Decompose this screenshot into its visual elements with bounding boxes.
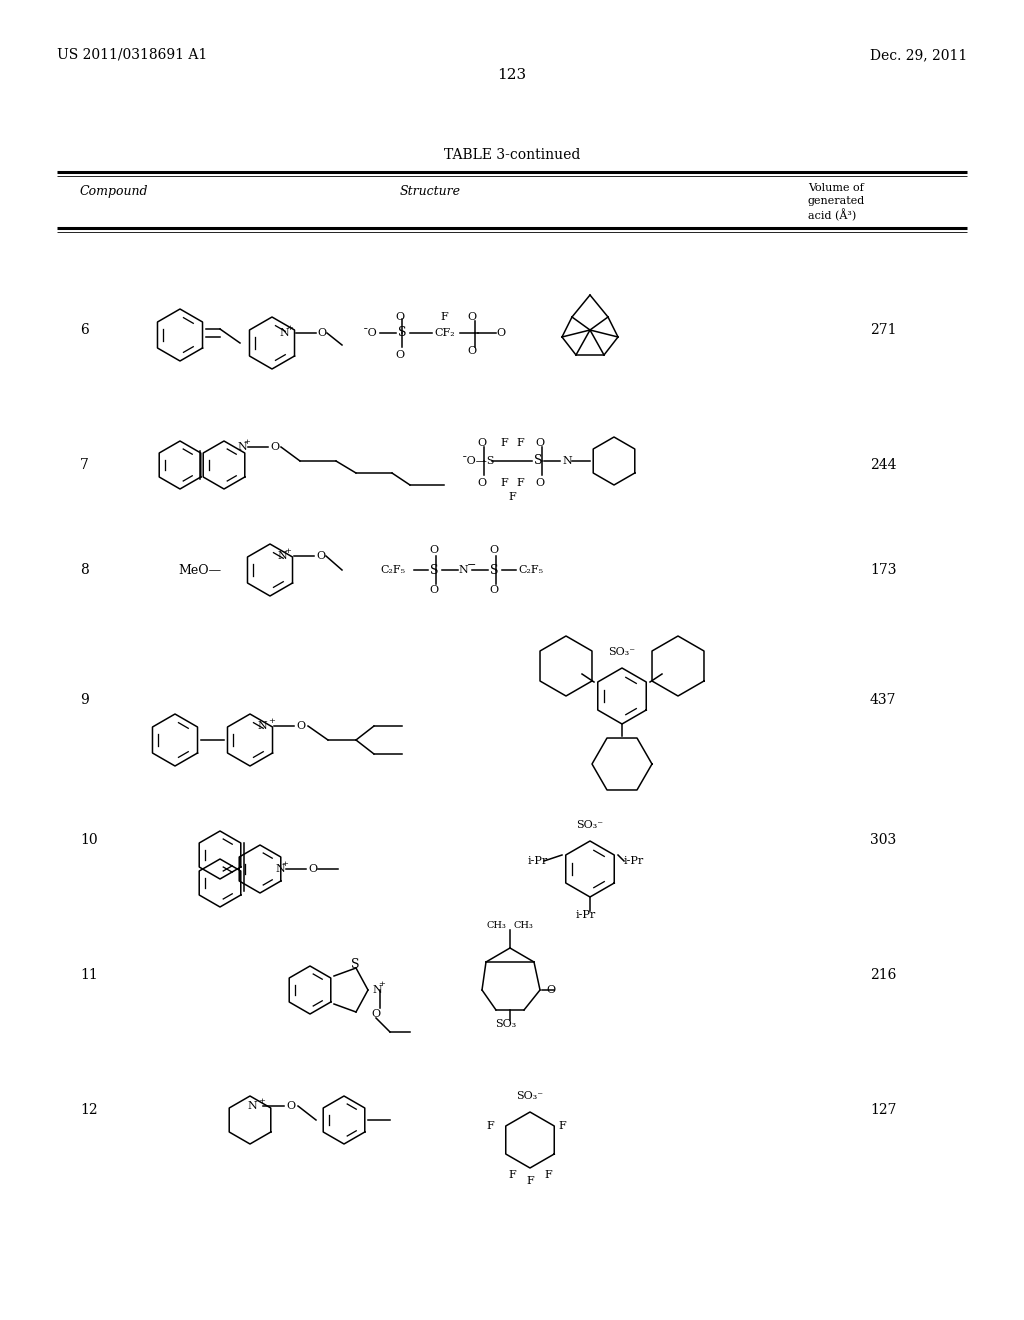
Text: O: O [467,346,476,356]
Text: SO₃: SO₃ [496,1019,517,1030]
Text: N: N [280,327,289,338]
Text: 216: 216 [870,968,896,982]
Text: O: O [489,545,499,554]
Text: O: O [270,442,280,451]
Text: 303: 303 [870,833,896,847]
Text: O: O [477,438,486,447]
Text: N: N [278,550,287,561]
Text: O: O [536,438,545,447]
Text: 437: 437 [870,693,896,708]
Text: US 2011/0318691 A1: US 2011/0318691 A1 [57,48,207,62]
Text: acid (Å³): acid (Å³) [808,209,856,222]
Text: +: + [268,717,274,725]
Text: O: O [546,985,555,995]
Text: N: N [247,1101,257,1111]
Text: MeO—: MeO— [178,564,221,577]
Text: generated: generated [808,195,865,206]
Text: 173: 173 [870,564,896,577]
Text: N: N [237,442,247,451]
Text: CH₃: CH₃ [486,921,506,931]
Text: TABLE 3-continued: TABLE 3-continued [443,148,581,162]
Text: F: F [516,478,524,488]
Text: F: F [544,1170,552,1180]
Text: S: S [490,564,499,577]
Text: Dec. 29, 2011: Dec. 29, 2011 [869,48,967,62]
Text: S: S [430,564,438,577]
Text: 244: 244 [870,458,896,473]
Text: N: N [257,721,267,731]
Text: O: O [296,721,305,731]
Text: F: F [526,1176,534,1185]
Text: CF₂: CF₂ [434,327,455,338]
Text: O: O [429,585,438,595]
Text: +: + [285,546,292,554]
Text: C₂F₅: C₂F₅ [518,565,543,576]
Text: 9: 9 [80,693,89,708]
Text: SO₃⁻: SO₃⁻ [516,1092,544,1101]
Text: 6: 6 [80,323,89,337]
Text: O: O [286,1101,295,1111]
Text: O: O [496,327,505,338]
Text: S: S [351,957,359,970]
Text: SO₃⁻: SO₃⁻ [608,647,636,657]
Text: +: + [281,861,288,869]
Text: 127: 127 [870,1104,896,1117]
Text: +: + [258,1097,265,1105]
Text: 8: 8 [80,564,89,577]
Text: O: O [372,1008,381,1019]
Text: Compound: Compound [80,185,148,198]
Text: Structure: Structure [399,185,461,198]
Text: F: F [508,492,516,502]
Text: N: N [562,455,571,466]
Text: F: F [516,438,524,447]
Text: N: N [458,565,468,576]
Text: O: O [316,550,326,561]
Text: F: F [500,438,508,447]
Text: N: N [275,865,285,874]
Text: i-Pr: i-Pr [624,855,644,866]
Text: N: N [372,985,382,995]
Text: O: O [489,585,499,595]
Text: O: O [317,327,326,338]
Text: O: O [395,350,404,360]
Text: C₂F₅: C₂F₅ [380,565,406,576]
Text: Volume of: Volume of [808,183,864,193]
Text: S: S [398,326,407,339]
Text: i-Pr: i-Pr [528,855,548,866]
Text: F: F [440,312,447,322]
Text: CH₃: CH₃ [514,921,534,931]
Text: F: F [486,1121,494,1131]
Text: +: + [243,438,250,446]
Text: +: + [287,323,294,333]
Text: 12: 12 [80,1104,97,1117]
Text: ¯O—S: ¯O—S [462,455,496,466]
Text: O: O [429,545,438,554]
Text: i-Pr: i-Pr [575,909,596,920]
Text: O: O [477,478,486,488]
Text: SO₃⁻: SO₃⁻ [577,820,603,830]
Text: S: S [534,454,543,467]
Text: O: O [395,312,404,322]
Text: 7: 7 [80,458,89,473]
Text: F: F [500,478,508,488]
Text: 11: 11 [80,968,97,982]
Text: −: − [467,560,476,570]
Text: O: O [467,312,476,322]
Text: 10: 10 [80,833,97,847]
Text: 123: 123 [498,69,526,82]
Text: +: + [378,979,385,987]
Text: O: O [536,478,545,488]
Text: O: O [308,865,317,874]
Text: F: F [558,1121,565,1131]
Text: ¯O: ¯O [362,327,378,338]
Text: F: F [508,1170,516,1180]
Text: 271: 271 [870,323,896,337]
